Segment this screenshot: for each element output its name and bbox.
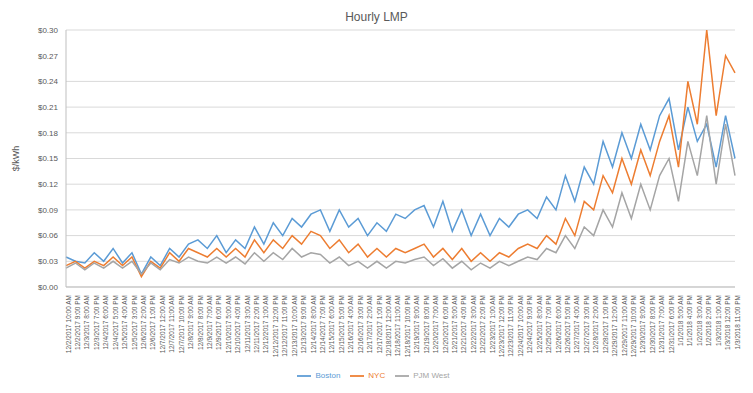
- svg-text:12/20/2017 6:00 PM: 12/20/2017 6:00 PM: [442, 295, 449, 354]
- svg-text:12/28/2017 1:00 PM: 12/28/2017 1:00 PM: [602, 295, 609, 354]
- svg-text:12/3/2017 8:00 AM: 12/3/2017 8:00 AM: [83, 295, 90, 350]
- svg-text:12/16/2017 4:00 AM: 12/16/2017 4:00 AM: [347, 295, 354, 353]
- svg-text:12/12/2017 11:00 PM: 12/12/2017 11:00 PM: [281, 295, 288, 357]
- svg-text:12/25/2017 7:00 PM: 12/25/2017 7:00 PM: [545, 295, 552, 354]
- svg-text:12/2/2017 10:00 AM: 12/2/2017 10:00 AM: [65, 295, 72, 353]
- svg-text:12/3/2017 7:00 PM: 12/3/2017 7:00 PM: [93, 295, 100, 350]
- svg-text:12/29/2017 12:00 AM: 12/29/2017 12:00 AM: [611, 295, 618, 357]
- svg-text:$0.15: $0.15: [38, 154, 59, 163]
- svg-text:12/9/2017 7:00 AM: 12/9/2017 7:00 AM: [206, 295, 213, 350]
- svg-text:12/25/2017 8:00 AM: 12/25/2017 8:00 AM: [536, 295, 543, 353]
- svg-text:12/12/2017 12:00 PM: 12/12/2017 12:00 PM: [272, 295, 279, 357]
- svg-text:12/6/2017 1:00 PM: 12/6/2017 1:00 PM: [149, 295, 156, 350]
- svg-text:12/27/2017 4:00 AM: 12/27/2017 4:00 AM: [573, 295, 580, 353]
- svg-text:12/9/2017 6:00 PM: 12/9/2017 6:00 PM: [215, 295, 222, 350]
- svg-text:12/17/2017 1:00 PM: 12/17/2017 1:00 PM: [376, 295, 383, 354]
- svg-text:12/28/2017 2:00 AM: 12/28/2017 2:00 AM: [592, 295, 599, 353]
- svg-text:12/18/2017 10:00 PM: 12/18/2017 10:00 PM: [404, 295, 411, 357]
- svg-text:12/20/2017 7:00 AM: 12/20/2017 7:00 AM: [432, 295, 439, 353]
- svg-text:12/23/2017 12:00 PM: 12/23/2017 12:00 PM: [498, 295, 505, 357]
- svg-text:12/12/2017 1:00 AM: 12/12/2017 1:00 AM: [262, 295, 269, 353]
- svg-text:12/21/2017 4:00 PM: 12/21/2017 4:00 PM: [460, 295, 467, 354]
- svg-text:1/1/2018 4:00 PM: 1/1/2018 4:00 PM: [687, 295, 694, 346]
- svg-text:12/23/2017 11:00 PM: 12/23/2017 11:00 PM: [507, 295, 514, 357]
- svg-text:12/24/2017 10:00 AM: 12/24/2017 10:00 AM: [517, 295, 524, 357]
- svg-text:12/6/2017 2:00 AM: 12/6/2017 2:00 AM: [140, 295, 147, 350]
- svg-text:$0.30: $0.30: [38, 26, 59, 35]
- svg-text:12/14/2017 8:00 AM: 12/14/2017 8:00 AM: [310, 295, 317, 353]
- svg-text:$0.06: $0.06: [38, 231, 59, 240]
- svg-text:1/2/2018 3:00 AM: 1/2/2018 3:00 AM: [696, 295, 703, 346]
- svg-text:12/23/2017 1:00 AM: 12/23/2017 1:00 AM: [489, 295, 496, 353]
- svg-text:12/4/2017 6:00 AM: 12/4/2017 6:00 AM: [102, 295, 109, 350]
- svg-text:12/11/2017 2:00 PM: 12/11/2017 2:00 PM: [253, 295, 260, 353]
- svg-text:12/8/2017 8:00 PM: 12/8/2017 8:00 PM: [197, 295, 204, 350]
- svg-text:12/13/2017 9:00 PM: 12/13/2017 9:00 PM: [300, 295, 307, 354]
- svg-text:12/14/2017 7:00 PM: 12/14/2017 7:00 PM: [319, 295, 326, 354]
- svg-text:12/13/2017 10:00 AM: 12/13/2017 10:00 AM: [291, 295, 298, 357]
- svg-text:12/22/2017 3:00 AM: 12/22/2017 3:00 AM: [470, 295, 477, 353]
- svg-text:12/4/2017 5:00 PM: 12/4/2017 5:00 PM: [112, 295, 119, 350]
- svg-text:12/29/2017 11:00 AM: 12/29/2017 11:00 AM: [621, 295, 628, 356]
- svg-text:12/31/2017 6:00 PM: 12/31/2017 6:00 PM: [668, 295, 675, 354]
- svg-text:12/2/2017 9:00 PM: 12/2/2017 9:00 PM: [74, 295, 81, 350]
- html-text:NYC: NYC: [368, 371, 386, 381]
- svg-text:1/2/2018 2:00 PM: 1/2/2018 2:00 PM: [705, 295, 712, 346]
- svg-text:$0.18: $0.18: [38, 129, 59, 138]
- svg-text:12/22/2017 2:00 PM: 12/22/2017 2:00 PM: [479, 295, 486, 354]
- svg-text:$0.24: $0.24: [38, 77, 59, 86]
- svg-text:$0.09: $0.09: [38, 206, 59, 215]
- svg-text:12/30/2017 8:00 PM: 12/30/2017 8:00 PM: [649, 295, 656, 354]
- svg-text:$0.21: $0.21: [38, 103, 59, 112]
- svg-text:12/17/2017 2:00 AM: 12/17/2017 2:00 AM: [366, 295, 373, 353]
- svg-text:$0.03: $0.03: [38, 257, 59, 266]
- svg-text:12/10/2017 5:00 AM: 12/10/2017 5:00 AM: [225, 295, 232, 353]
- svg-text:12/30/2017 9:00 AM: 12/30/2017 9:00 AM: [639, 295, 646, 353]
- svg-text:12/18/2017 12:00 AM: 12/18/2017 12:00 AM: [385, 295, 392, 357]
- svg-text:12/18/2017 11:00 AM: 12/18/2017 11:00 AM: [394, 295, 401, 356]
- svg-text:1/3/2018 12:00 PM: 1/3/2018 12:00 PM: [724, 295, 731, 350]
- svg-text:12/19/2017 9:00 AM: 12/19/2017 9:00 AM: [413, 295, 420, 353]
- svg-text:12/31/2017 7:00 AM: 12/31/2017 7:00 AM: [658, 295, 665, 353]
- svg-text:12/19/2017 8:00 PM: 12/19/2017 8:00 PM: [423, 295, 430, 354]
- svg-text:12/26/2017 6:00 AM: 12/26/2017 6:00 AM: [555, 295, 562, 353]
- svg-text:12/29/2017 10:00 PM: 12/29/2017 10:00 PM: [630, 295, 637, 357]
- svg-text:$0.12: $0.12: [38, 180, 59, 189]
- svg-text:12/24/2017 9:00 PM: 12/24/2017 9:00 PM: [526, 295, 533, 354]
- svg-text:12/7/2017 11:00 AM: 12/7/2017 11:00 AM: [168, 295, 175, 353]
- svg-text:12/26/2017 5:00 PM: 12/26/2017 5:00 PM: [564, 295, 571, 354]
- html-text:Boston: Boston: [315, 371, 341, 381]
- svg-text:$0.00: $0.00: [38, 283, 59, 292]
- svg-text:1/3/2018 11:00 PM: 1/3/2018 11:00 PM: [734, 295, 741, 349]
- svg-text:$/kWh: $/kWh: [11, 146, 21, 172]
- svg-text:1/1/2018 5:00 AM: 1/1/2018 5:00 AM: [677, 295, 684, 346]
- svg-text:12/7/2017 10:00 PM: 12/7/2017 10:00 PM: [178, 295, 185, 354]
- svg-text:12/5/2017 4:00 AM: 12/5/2017 4:00 AM: [121, 295, 128, 350]
- svg-text:12/7/2017 12:00 AM: 12/7/2017 12:00 AM: [159, 295, 166, 353]
- svg-text:1/3/2018 1:00 AM: 1/3/2018 1:00 AM: [715, 295, 722, 346]
- svg-text:12/5/2017 3:00 PM: 12/5/2017 3:00 PM: [131, 295, 138, 350]
- svg-text:12/16/2017 3:00 PM: 12/16/2017 3:00 PM: [357, 295, 364, 354]
- html-text:PJM West: PJM West: [413, 371, 450, 381]
- html-text:Hourly LMP: Hourly LMP: [345, 10, 408, 24]
- svg-text:12/21/2017 5:00 AM: 12/21/2017 5:00 AM: [451, 295, 458, 353]
- svg-text:12/15/2017 5:00 PM: 12/15/2017 5:00 PM: [338, 295, 345, 354]
- svg-text:12/15/2017 6:00 AM: 12/15/2017 6:00 AM: [328, 295, 335, 353]
- svg-text:12/27/2017 3:00 PM: 12/27/2017 3:00 PM: [583, 295, 590, 354]
- svg-text:12/11/2017 3:00 AM: 12/11/2017 3:00 AM: [244, 295, 251, 353]
- svg-text:$0.27: $0.27: [38, 52, 59, 61]
- svg-text:12/10/2017 4:00 PM: 12/10/2017 4:00 PM: [234, 295, 241, 354]
- svg-text:12/8/2017 9:00 AM: 12/8/2017 9:00 AM: [187, 295, 194, 350]
